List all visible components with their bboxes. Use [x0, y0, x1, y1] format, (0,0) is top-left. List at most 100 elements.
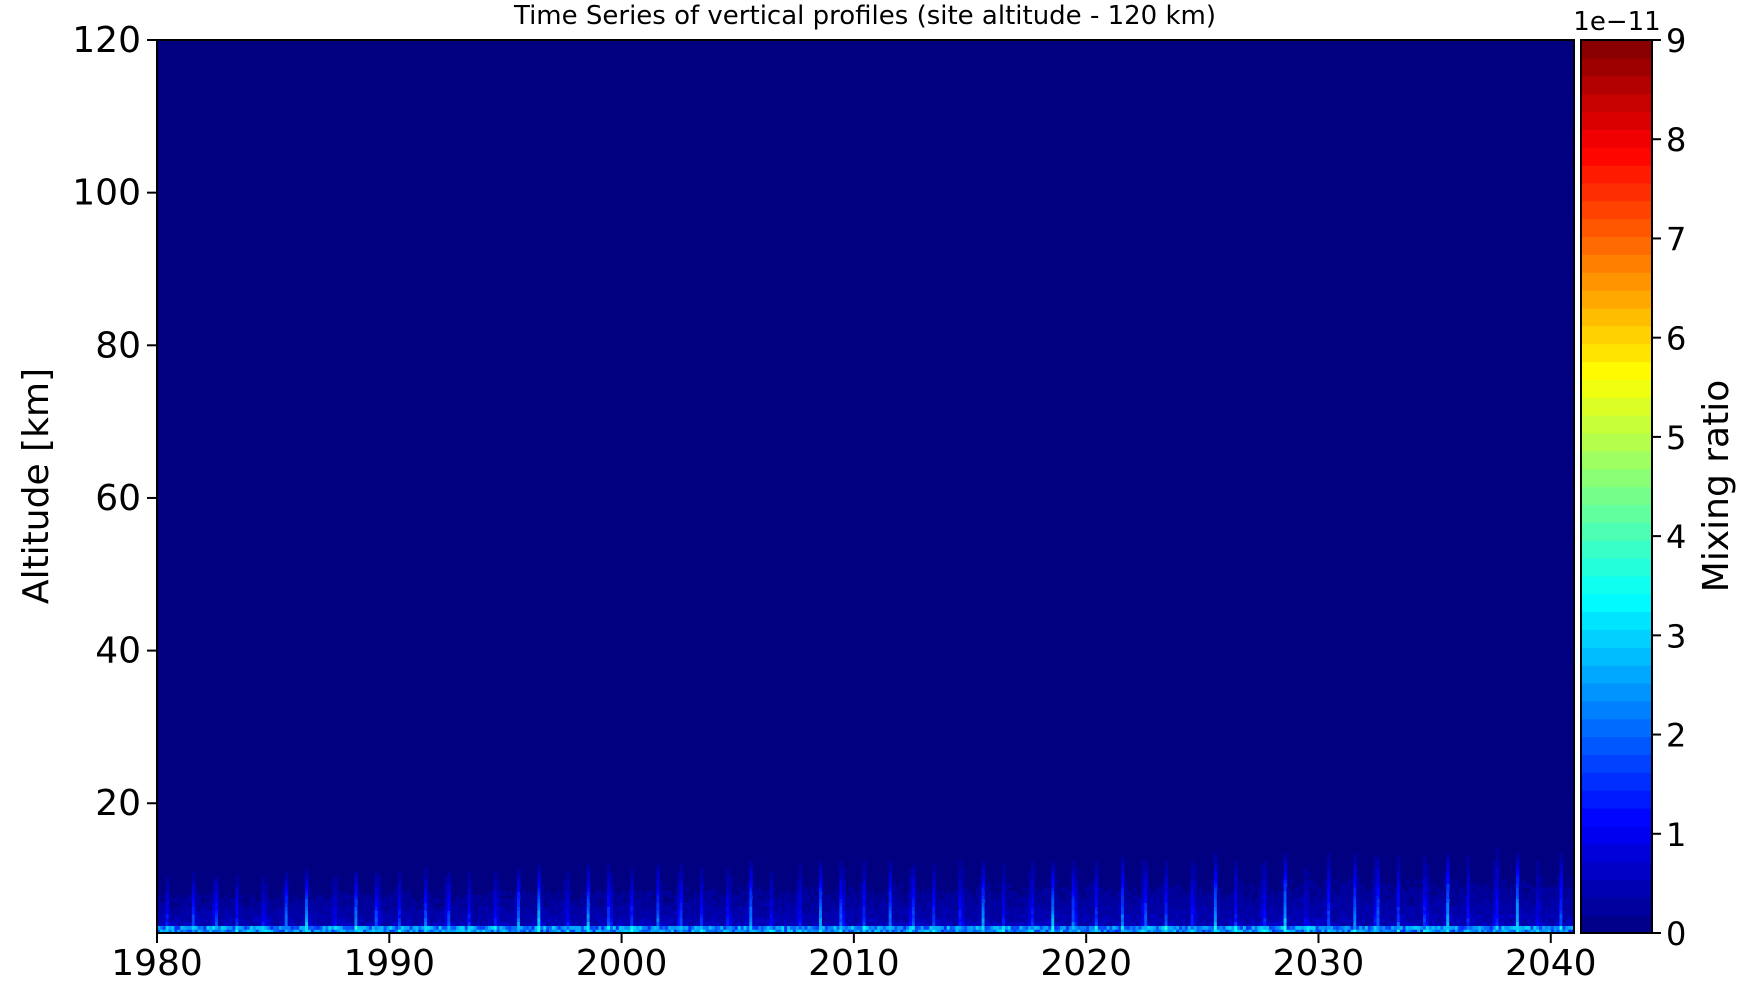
heatmap-cell [972, 910, 977, 915]
heatmap-cell [1155, 891, 1160, 896]
heatmap-cell [1039, 921, 1044, 926]
heatmap-cell [740, 925, 745, 930]
heatmap-cell [1303, 894, 1308, 900]
heatmap-cell [261, 875, 266, 881]
heatmap-cell [1071, 860, 1076, 865]
heatmap-cell [874, 929, 878, 933]
heatmap-cell [691, 894, 695, 900]
heatmap-cell [493, 875, 498, 881]
heatmap-cell [258, 921, 263, 926]
heatmap-cell [429, 894, 434, 900]
heatmap-cell [1391, 894, 1395, 900]
heatmap-cell [374, 913, 379, 919]
heatmap-cell [999, 921, 1003, 926]
heatmap-cell [1132, 902, 1137, 907]
heatmap-cell [1150, 894, 1154, 900]
heatmap-cell [1211, 925, 1215, 930]
heatmap-cell [168, 910, 173, 915]
heatmap-cell [354, 913, 358, 919]
heatmap-cell [360, 929, 364, 933]
heatmap-cell [871, 913, 875, 919]
heatmap-cell [464, 910, 469, 915]
heatmap-cell [174, 898, 178, 904]
heatmap-cell [354, 906, 358, 911]
heatmap-cell [299, 917, 303, 923]
heatmap-cell [699, 891, 704, 896]
heatmap-cell [679, 925, 684, 930]
heatmap-cell [1135, 921, 1140, 926]
heatmap-cell [1004, 910, 1009, 915]
heatmap-cell [615, 894, 620, 900]
heatmap-cell [508, 913, 512, 919]
heatmap-cell [319, 902, 324, 907]
heatmap-cell [429, 925, 434, 930]
heatmap-cell [760, 917, 765, 923]
heatmap-cell [223, 913, 228, 919]
heatmap-cell [461, 917, 466, 923]
heatmap-cell [284, 883, 289, 888]
heatmap-cell [1118, 906, 1122, 911]
heatmap-cell [1376, 883, 1381, 888]
heatmap-cell [821, 925, 826, 930]
heatmap-cell [607, 902, 611, 907]
heatmap-cell [453, 917, 457, 923]
heatmap-cell [697, 925, 701, 930]
heatmap-cell [1025, 917, 1029, 923]
heatmap-cell [752, 898, 756, 904]
heatmap-cell [183, 929, 187, 933]
heatmap-cell [1242, 894, 1247, 900]
heatmap-cell [310, 902, 315, 907]
heatmap-cell [911, 894, 916, 900]
heatmap-cell [1184, 929, 1189, 933]
heatmap-cell [1086, 910, 1090, 915]
heatmap-cell [1312, 906, 1317, 911]
heatmap-cell [421, 910, 425, 915]
heatmap-cell [749, 883, 753, 888]
heatmap-cell [656, 921, 660, 926]
heatmap-cell [970, 906, 974, 911]
heatmap-cell [194, 891, 199, 896]
heatmap-cell [368, 921, 373, 926]
heatmap-cell [1211, 898, 1215, 904]
heatmap-cell [496, 913, 501, 919]
heatmap-cell [1388, 925, 1392, 930]
heatmap-cell [322, 898, 327, 904]
heatmap-cell [206, 906, 210, 911]
heatmap-cell [194, 917, 199, 923]
heatmap-cell [467, 887, 472, 892]
heatmap-cell [1028, 898, 1032, 904]
heatmap-cell [1182, 898, 1186, 904]
heatmap-cell [708, 902, 713, 907]
heatmap-cell [447, 871, 451, 877]
heatmap-cell [784, 910, 788, 915]
heatmap-cell [186, 902, 190, 907]
heatmap-cell [1379, 925, 1383, 930]
heatmap-cell [1045, 925, 1050, 930]
heatmap-cell [339, 925, 344, 930]
heatmap-cell [1144, 910, 1148, 915]
heatmap-cell [749, 864, 753, 869]
heatmap-cell [1388, 913, 1392, 919]
heatmap-cell [1094, 913, 1099, 919]
heatmap-cell [882, 917, 887, 923]
heatmap-cell [827, 898, 832, 904]
heatmap-cell [880, 917, 884, 923]
heatmap-cell [1405, 925, 1410, 930]
heatmap-cell [885, 910, 890, 915]
heatmap-cell [1272, 906, 1276, 911]
heatmap-cell [1277, 925, 1282, 930]
heatmap-cell [1205, 929, 1209, 933]
heatmap-cell [769, 871, 774, 877]
heatmap-cell [1179, 917, 1183, 923]
heatmap-cell [366, 906, 370, 911]
heatmap-cell [557, 925, 562, 930]
heatmap-cell [429, 906, 434, 911]
heatmap-cell [348, 925, 353, 930]
heatmap-cell [888, 871, 893, 877]
heatmap-cell [398, 887, 402, 892]
heatmap-cell [1193, 913, 1198, 919]
heatmap-cell [1266, 917, 1270, 923]
heatmap-cell [1048, 925, 1052, 930]
heatmap-cell [795, 906, 800, 911]
heatmap-cell [1405, 898, 1410, 904]
